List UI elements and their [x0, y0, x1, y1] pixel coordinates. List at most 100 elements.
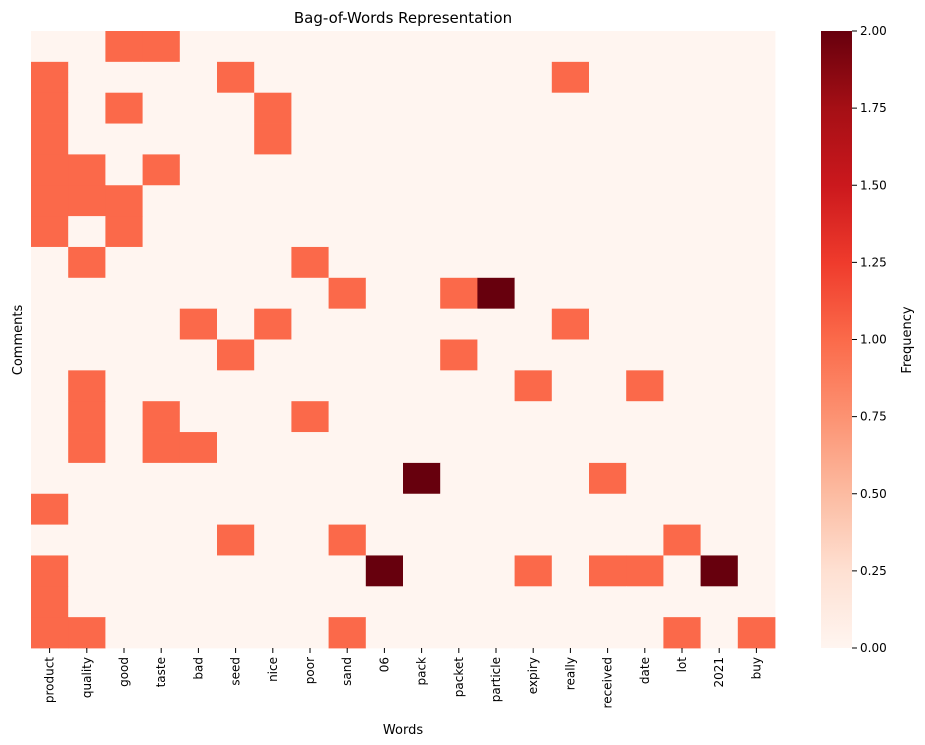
heatmap-cell	[254, 462, 292, 495]
heatmap-cell	[365, 246, 404, 279]
heatmap-cell	[440, 61, 478, 94]
heatmap-cell	[700, 555, 739, 587]
heatmap-cell	[737, 92, 776, 124]
x-axis-ticks: product quality good taste bad seed nice poor sa…	[43, 648, 763, 708]
heatmap-cell	[179, 370, 218, 402]
heatmap-cell	[105, 277, 143, 310]
heatmap-cell	[142, 462, 181, 495]
heatmap-cell	[105, 154, 143, 186]
heatmap-cell	[105, 308, 143, 340]
heatmap-cell	[217, 185, 255, 217]
heatmap-cell	[514, 586, 553, 618]
heatmap-cell	[291, 586, 329, 618]
heatmap-cell	[626, 432, 664, 464]
heatmap-cell	[254, 154, 292, 186]
heatmap-cell	[68, 246, 106, 279]
x-tick-label: good	[117, 657, 131, 687]
x-tick-label: 06	[377, 657, 391, 672]
x-tick-label: 2021	[712, 657, 726, 688]
heatmap-cell	[105, 339, 143, 371]
heatmap-cell	[31, 185, 69, 217]
heatmap-cell	[626, 308, 664, 340]
heatmap-cell	[551, 617, 590, 649]
heatmap-cell	[68, 61, 106, 94]
heatmap-cell	[254, 617, 292, 649]
heatmap-cell	[31, 308, 69, 340]
heatmap-cell	[589, 524, 627, 556]
heatmap-cell	[589, 370, 627, 402]
heatmap-cell	[737, 555, 776, 587]
heatmap-cell	[179, 617, 218, 649]
heatmap-cell	[291, 524, 329, 556]
heatmap-cell	[142, 370, 181, 402]
heatmap-cell	[589, 216, 627, 248]
heatmap-cell	[217, 339, 255, 371]
heatmap-cell	[179, 308, 218, 340]
heatmap-cell	[737, 462, 776, 495]
heatmap-cell	[105, 617, 143, 649]
heatmap-cell	[365, 462, 404, 495]
heatmap-cell	[217, 493, 255, 525]
heatmap-cell	[440, 246, 478, 279]
colorbar-tick-label: 0.75	[860, 410, 887, 424]
heatmap-cell	[551, 185, 590, 217]
x-tick-label: date	[638, 657, 652, 684]
x-tick-label: packet	[452, 657, 466, 697]
heatmap-cell	[105, 61, 143, 94]
heatmap-cell	[440, 308, 478, 340]
heatmap-cell	[142, 216, 181, 248]
heatmap-cell	[254, 339, 292, 371]
heatmap-cell	[440, 524, 478, 556]
heatmap-cell	[403, 31, 441, 63]
heatmap-cell	[68, 92, 106, 124]
heatmap-cell	[291, 277, 329, 310]
heatmap-cell	[179, 493, 218, 525]
heatmap-cell	[589, 31, 627, 63]
heatmap-cell	[663, 370, 701, 402]
heatmap-cell	[440, 339, 478, 371]
heatmap-cell	[254, 216, 292, 248]
heatmap-cell	[179, 432, 218, 464]
heatmap-cell	[626, 524, 664, 556]
heatmap-cell	[551, 308, 590, 340]
heatmap-cell	[663, 617, 701, 649]
heatmap-cell	[217, 123, 255, 155]
heatmap-cell	[551, 339, 590, 371]
heatmap-cell	[514, 555, 553, 587]
heatmap-cell	[217, 617, 255, 649]
heatmap-cell	[68, 277, 106, 310]
heatmap-cell	[700, 401, 739, 433]
heatmap-cell	[440, 154, 478, 186]
heatmap-cell	[31, 555, 69, 587]
heatmap-cell	[254, 586, 292, 618]
heatmap-cell	[291, 216, 329, 248]
heatmap-cell	[737, 31, 776, 63]
heatmap-cell	[626, 493, 664, 525]
heatmap-cell	[440, 617, 478, 649]
heatmap-cell	[589, 493, 627, 525]
heatmap-cell	[403, 154, 441, 186]
heatmap-cell	[440, 555, 478, 587]
x-tick-label: really	[563, 657, 577, 690]
heatmap-cell	[626, 617, 664, 649]
heatmap-cell	[737, 586, 776, 618]
heatmap-cell	[514, 246, 553, 279]
heatmap-cell	[68, 339, 106, 371]
heatmap-cell	[403, 246, 441, 279]
heatmap-cell	[626, 555, 664, 587]
heatmap-cell	[68, 493, 106, 525]
heatmap-cell	[626, 370, 664, 402]
x-tick-label: lot	[675, 657, 689, 673]
heatmap-cell	[254, 401, 292, 433]
colorbar-tick-label: 0.50	[860, 487, 887, 501]
heatmap-cell	[291, 462, 329, 495]
heatmap-cell	[551, 462, 590, 495]
heatmap-cell	[142, 154, 181, 186]
heatmap-cell	[589, 617, 627, 649]
heatmap-cell	[403, 432, 441, 464]
heatmap-cell	[663, 308, 701, 340]
heatmap-cell	[254, 432, 292, 464]
heatmap-cell	[700, 586, 739, 618]
heatmap-cell	[514, 154, 553, 186]
